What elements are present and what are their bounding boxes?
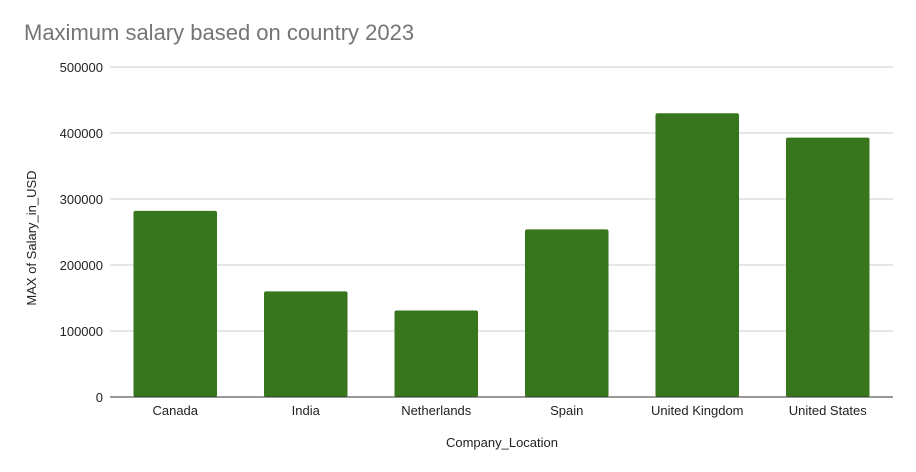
y-tick-label: 300000 [60, 192, 103, 207]
x-tick-label: Spain [550, 403, 583, 418]
gridlines [110, 66, 893, 332]
x-tick-label: United States [789, 403, 868, 418]
y-tick-label: 400000 [60, 126, 103, 141]
y-tick-label: 0 [96, 390, 103, 405]
bar-spain [524, 229, 609, 397]
y-axis-ticks: 0 100000 200000 300000 400000 500000 [60, 60, 103, 405]
bar-netherlands [394, 310, 479, 397]
x-tick-label: United Kingdom [651, 403, 744, 418]
bars [133, 113, 870, 397]
chart-title: Maximum salary based on country 2023 [24, 20, 414, 45]
y-tick-label: 500000 [60, 60, 103, 75]
bar-united-states [785, 137, 870, 397]
x-axis-label: Company_Location [446, 435, 558, 450]
x-tick-label: Canada [152, 403, 198, 418]
bar-india [263, 291, 348, 397]
x-tick-label: Netherlands [401, 403, 472, 418]
x-tick-label: India [292, 403, 321, 418]
x-axis-ticks: Canada India Netherlands Spain United Kingdo… [152, 403, 867, 418]
y-tick-label: 100000 [60, 324, 103, 339]
bar-canada [133, 210, 218, 397]
y-axis-label: MAX of Salary_in_USD [24, 170, 39, 305]
bar-united-kingdom [655, 113, 740, 397]
y-tick-label: 200000 [60, 258, 103, 273]
